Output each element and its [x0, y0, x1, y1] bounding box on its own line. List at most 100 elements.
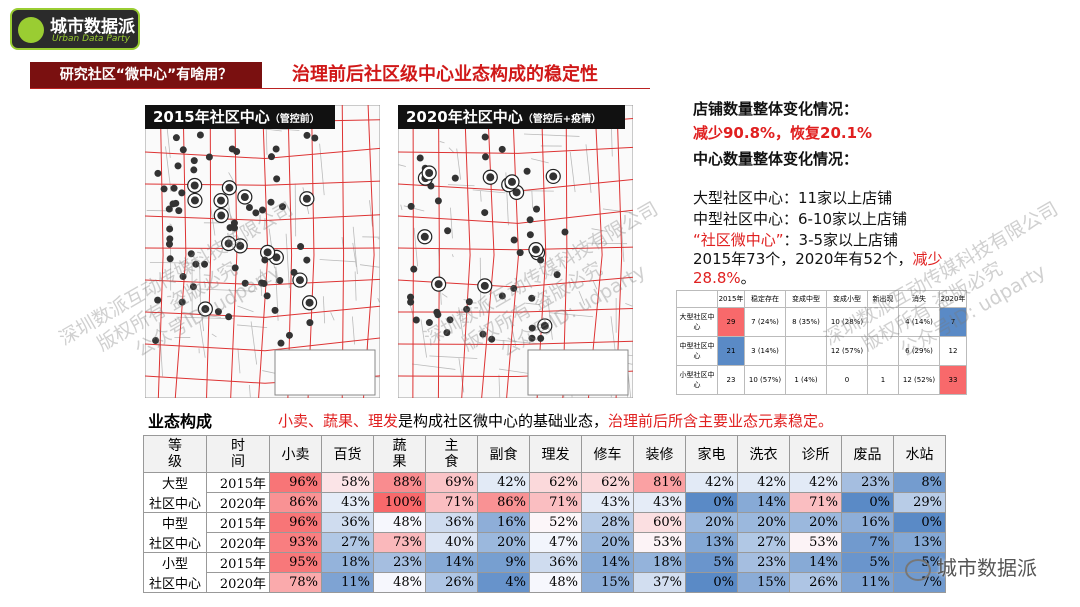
value-cell: 14%: [789, 552, 842, 573]
value-cell: 20%: [737, 512, 790, 533]
center-dot: [205, 153, 213, 161]
table-header: 主食: [444, 438, 459, 470]
summary-line: “社区微中心”：3-5家以上店铺: [693, 229, 898, 250]
center-dot: [261, 256, 269, 264]
center-dot: [273, 175, 281, 183]
center-dot: [236, 241, 245, 250]
street: [592, 280, 598, 290]
center-dot: [306, 319, 314, 327]
table-cell: 12: [939, 336, 967, 366]
value-cell: 13%: [685, 532, 738, 553]
street: [531, 190, 534, 209]
shop-heading: 店铺数量整体变化情况：: [693, 98, 858, 119]
value-cell: 0%: [893, 512, 946, 533]
road: [481, 105, 495, 398]
value-cell: 14%: [581, 552, 634, 573]
center-dot: [166, 235, 174, 243]
table-cell: 8 (35%): [785, 307, 827, 337]
center-dot: [175, 207, 183, 215]
value-cell: 7%: [841, 532, 894, 553]
street: [362, 236, 380, 238]
center-dot: [272, 145, 280, 153]
table-cell: 33: [939, 365, 967, 395]
center-dot: [192, 260, 200, 268]
value-cell: 53%: [633, 532, 686, 553]
center-dot: [561, 228, 569, 236]
center-dot: [486, 173, 495, 182]
street: [199, 288, 256, 292]
street: [400, 204, 403, 211]
map-2015: [145, 105, 380, 398]
center-dot: [523, 167, 531, 175]
value-cell: 43%: [581, 492, 634, 513]
value-cell: 5%: [685, 552, 738, 573]
center-dot: [179, 146, 187, 154]
center-dot: [498, 145, 506, 153]
center-dot: [174, 162, 182, 170]
table-header: 新出现: [867, 290, 899, 308]
center-dot: [498, 292, 506, 300]
center-dot: [154, 169, 162, 177]
header-title: 治理前后社区级中心业态构成的稳定性: [292, 64, 598, 85]
table-row: 中型社区中心 21 3 (14%) 12 (57%) 6 (29%) 12: [676, 336, 967, 366]
table-header-cell: 副食: [477, 435, 530, 473]
table-header: 变成中型: [785, 290, 827, 308]
value-cell: 11%: [321, 572, 374, 593]
street: [458, 358, 465, 393]
street: [547, 296, 553, 340]
street: [472, 189, 506, 194]
center-dot: [420, 232, 429, 241]
center-dot: [451, 174, 459, 182]
center-dot: [231, 264, 239, 272]
street: [199, 321, 206, 358]
street: [480, 190, 482, 202]
center-dot: [190, 166, 198, 174]
table-header: 废品: [853, 447, 882, 463]
text: 减少90.8%，恢复20.1%: [693, 124, 873, 142]
year-cell: 2015年: [206, 552, 270, 573]
center-dot: [228, 145, 236, 153]
table-header-cell: 洗衣: [737, 435, 790, 473]
year-cell: 2020年: [206, 572, 270, 593]
center-dot: [303, 256, 311, 264]
value-cell: 27%: [321, 532, 374, 553]
center-dot: [510, 236, 518, 244]
center-dot: [481, 209, 489, 217]
count-text: 2015年73个，2020年有52个，: [693, 250, 913, 268]
table-cell: 29: [717, 307, 745, 337]
center-dot: [214, 308, 222, 316]
street: [319, 259, 357, 263]
change-table: 2015年 稳定存在 变成中型 变成小型 新出现 消失 2020年 大型社区中心 29 7 (24…: [676, 290, 967, 395]
center-dot: [510, 284, 518, 292]
level-cell: 小型: [143, 552, 207, 573]
value-cell: 37%: [633, 572, 686, 593]
center-dot: [303, 131, 311, 139]
value-cell: 71%: [789, 492, 842, 513]
center-dot: [297, 243, 305, 251]
value-cell: 78%: [269, 572, 322, 593]
wechat-icon: [905, 558, 931, 581]
map-title: 2020年社区中心: [406, 108, 523, 126]
street: [237, 305, 254, 313]
center-dot: [172, 134, 180, 142]
center-dot: [480, 281, 489, 290]
table-header: 装修: [645, 447, 674, 463]
street: [439, 141, 445, 144]
road: [145, 147, 380, 160]
value-cell: 81%: [633, 472, 686, 493]
value-cell: 16%: [477, 512, 530, 533]
year-cell: 2020年: [206, 492, 270, 513]
table-cell: 23: [717, 365, 745, 395]
business-table: 等级 时间 小卖 百货 蔬果 主食 副食 理发 修车 装修 家电 洗衣 诊所 废品 水站 大型 2015年 96%…: [143, 435, 946, 593]
table-row: 社区中心 2020年 93% 27% 73% 40% 20% 47% 20% 53% 13% 27% 5…: [143, 532, 946, 553]
center-dot: [190, 196, 199, 205]
center-dot: [526, 231, 534, 239]
table-header-cell: 废品: [841, 435, 894, 473]
section-text: 小卖、蔬果、理发是构成社区微中心的基础业态，治理前后所含主要业态元素稳定。: [278, 410, 833, 431]
micro-name: “社区微中心”: [693, 231, 784, 249]
center-dot: [263, 292, 271, 300]
center-dot: [178, 189, 186, 197]
footer-brand: 城市数据派: [905, 552, 1037, 581]
value-cell: 48%: [529, 572, 582, 593]
value-cell: 47%: [529, 532, 582, 553]
